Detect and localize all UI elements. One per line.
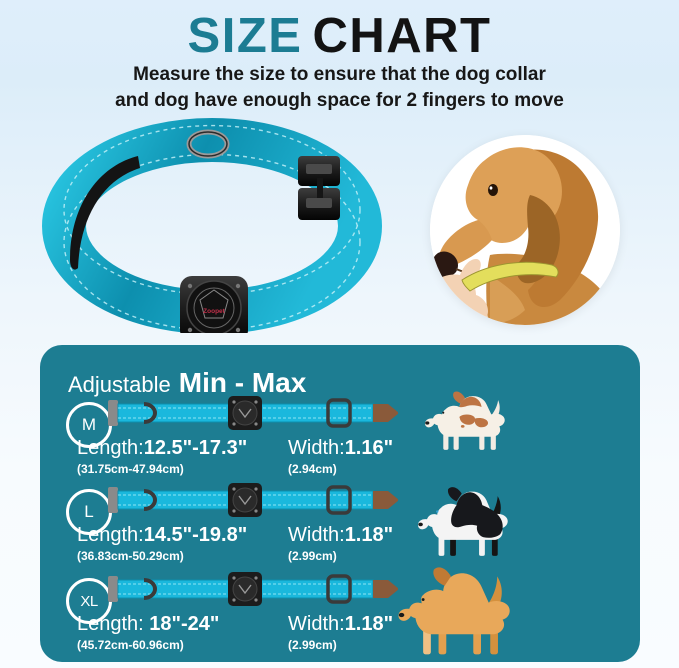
svg-text:Zoopet: Zoopet <box>203 308 225 315</box>
